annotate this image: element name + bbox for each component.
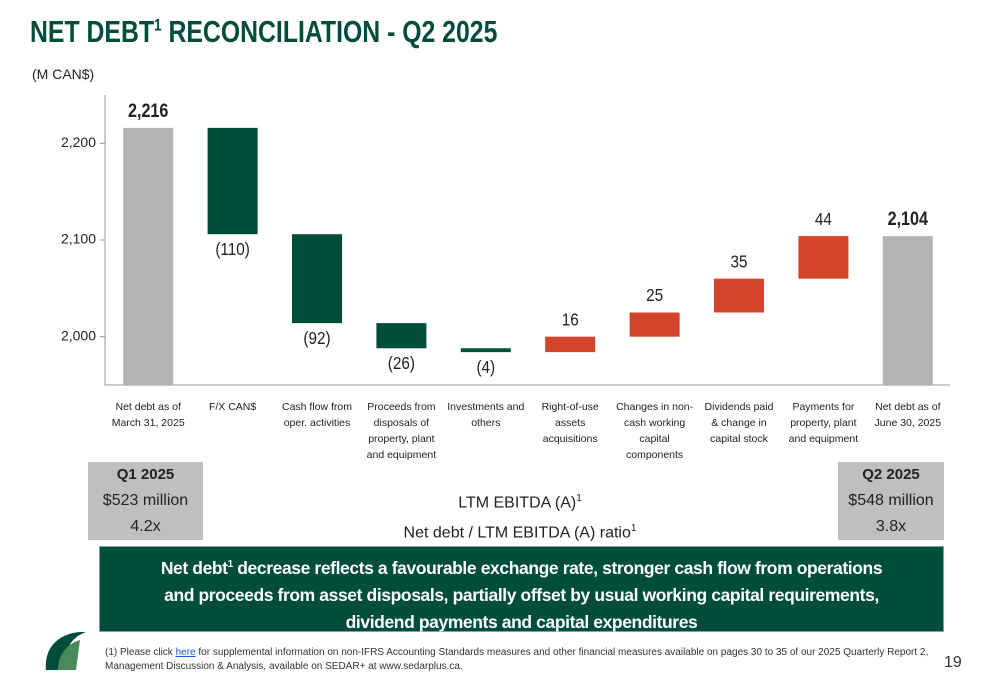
x-tick-label: Net debt as of March 31, 2025: [111, 401, 185, 429]
bar: [545, 336, 596, 353]
x-tick-label: Proceeds from disposals of property, pla…: [366, 401, 437, 461]
y-tick-label: 2,100: [61, 231, 96, 247]
ratio: 3.8x: [875, 518, 907, 535]
q2-box: Q2 2025 $548 million 3.8x: [838, 462, 944, 540]
value-label: (92): [303, 328, 330, 348]
bar: [629, 312, 680, 337]
x-tick-label: Dividends paid & change in capital stock: [704, 401, 774, 445]
value-label: 44: [815, 209, 832, 229]
ebitda: $548 million: [848, 492, 934, 509]
period: Q2 2025: [862, 466, 920, 483]
x-tick-label: Cash flow from oper. activities: [281, 401, 353, 429]
bar: [882, 236, 933, 385]
value-label: 35: [730, 251, 747, 271]
title-rest: RECONCILIATION - Q2 2025: [161, 14, 498, 49]
chart: 2,000 2,100 2,200 2,216 (110) (92) (26) (4) 16 25…: [61, 95, 950, 386]
x-tick-label: F/X CAN$: [208, 401, 257, 413]
bar: [376, 323, 427, 349]
bar: [460, 348, 511, 353]
banner-sup: 1: [227, 559, 234, 570]
ebitda-label: LTM EBITDA (A): [458, 494, 577, 512]
q1-box: Q1 2025 $523 million 4.2x: [88, 462, 203, 540]
value-label: 2,216: [128, 100, 169, 122]
sup: 1: [576, 493, 582, 504]
summary-labels: LTM EBITDA (A)1 Net debt / LTM EBITDA (A)…: [300, 486, 740, 547]
value-label: (4): [476, 357, 495, 377]
bar: [798, 236, 849, 279]
ratio-label: Net debt / LTM EBITDA (A) ratio: [403, 524, 631, 542]
sup: 1: [630, 523, 637, 535]
value-label: 16: [562, 309, 579, 329]
value-label: (26): [388, 353, 415, 373]
x-tick-label: Payments for property, plant and equipme…: [788, 401, 859, 445]
y-tick-label: 2,200: [61, 134, 96, 150]
title-text: NET DEBT: [30, 14, 154, 49]
bar: [207, 127, 258, 235]
value-label: 25: [646, 285, 663, 305]
footnote: (1) Please click here for supplemental i…: [105, 646, 935, 674]
footnote-text: for supplemental information on non-IFRS…: [105, 647, 929, 672]
slide-title: NET DEBT1 RECONCILIATION - Q2 2025: [30, 14, 497, 50]
title-sup: 1: [154, 15, 162, 35]
y-tick-label: 2,000: [61, 327, 96, 343]
banner-lead: Net debt: [160, 557, 228, 578]
banner-text: decrease reflects a favourable exchange …: [164, 557, 883, 632]
value-label: 2,104: [888, 208, 929, 230]
value-label: (110): [215, 239, 250, 259]
x-tick-label: Investments and others: [447, 401, 525, 429]
period: Q1 2025: [116, 466, 175, 483]
x-tick-label: Right-of-use assets acquisitions: [541, 401, 599, 445]
x-tick-label: Net debt as of June 30, 2025: [874, 401, 942, 429]
bar: [123, 127, 174, 385]
bar: [292, 234, 342, 324]
page-number: 19: [944, 654, 962, 671]
bar: [714, 278, 764, 313]
logo: [45, 632, 86, 670]
unit-label: (M CAN$): [32, 66, 95, 82]
ratio: 4.2x: [130, 518, 161, 535]
footnote-link[interactable]: here: [175, 647, 196, 658]
ebitda: $523 million: [102, 492, 189, 509]
x-tick-label: Changes in non-cash working capital comp…: [616, 401, 694, 461]
banner: Net debt1 decrease reflects a favourable…: [99, 546, 944, 632]
footnote-text: (1) Please click: [105, 647, 176, 658]
